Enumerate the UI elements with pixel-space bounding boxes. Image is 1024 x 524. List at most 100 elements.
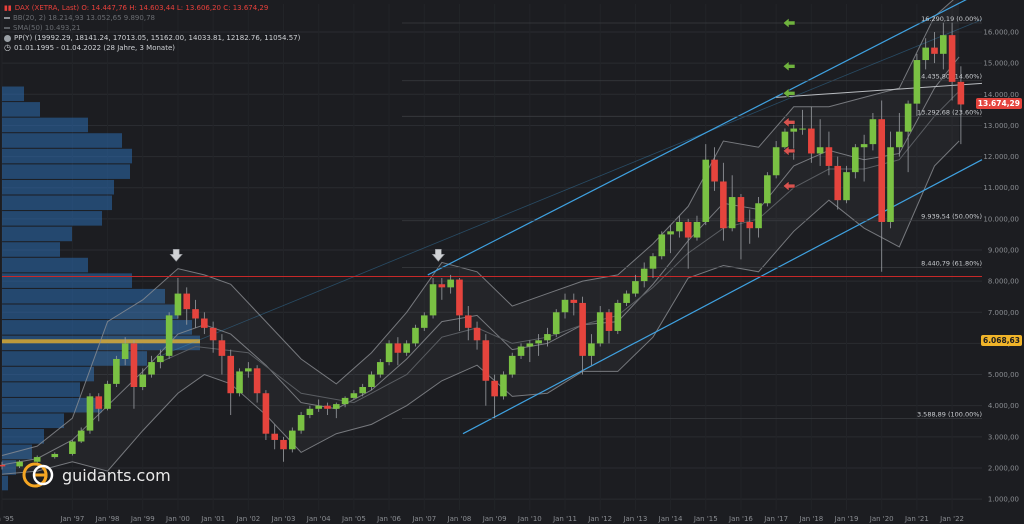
y-tick-label: 1.000,00 <box>988 496 1019 504</box>
candle-body <box>508 355 516 375</box>
red-arrow-icon <box>782 145 796 157</box>
volume-profile-bar <box>2 148 132 164</box>
candle-body <box>746 221 754 229</box>
y-tick-label: 8.000,00 <box>988 278 1019 286</box>
volume-profile-bar <box>2 164 130 179</box>
y-tick-label: 16.000,00 <box>983 29 1019 37</box>
candle-body <box>16 461 23 467</box>
candle-body <box>227 355 235 394</box>
candle-body <box>139 374 147 388</box>
x-tick-label: Jan '19 <box>834 515 859 523</box>
x-tick-label: Jan '98 <box>95 515 120 523</box>
candle-body <box>913 60 921 104</box>
y-tick-label: 13.000,00 <box>983 122 1019 130</box>
x-tick-label: Jan '09 <box>482 515 507 523</box>
candle-body <box>456 279 463 316</box>
x-tick-label: Jan '07 <box>411 515 436 523</box>
channel-mid-line <box>160 19 983 357</box>
candle-body <box>51 453 59 458</box>
candle-body <box>236 371 243 394</box>
candle-body <box>790 128 798 132</box>
trend-channel <box>160 0 983 435</box>
fib-level-label: 9.939,54 (50.00%) <box>921 213 982 221</box>
volume-profile-bar <box>2 86 24 102</box>
x-tick-label: Jan '11 <box>552 515 577 523</box>
candle-body <box>887 147 894 222</box>
volume-profile-bar <box>2 366 94 382</box>
candle-body <box>464 315 472 328</box>
candle-body <box>420 315 428 328</box>
candle-body <box>332 404 340 409</box>
x-tick-label: Jan '17 <box>763 515 788 523</box>
legend-bb-text: BB(20, 2) 18.214,93 13.052,65 9.890,78 <box>13 14 155 22</box>
y-tick-label: 7.000,00 <box>988 309 1019 317</box>
candle-body <box>394 343 402 353</box>
legend-pp-text: PP(Y) (19992.29, 18141.24, 17013.05, 151… <box>14 34 301 42</box>
candle-body <box>500 374 507 397</box>
down-arrow-icon <box>431 249 445 262</box>
x-axis: Jan '95 Jan '97 Jan '98 Jan '99 Jan '00 Jan '… <box>0 515 964 523</box>
candle-body <box>825 147 833 166</box>
candle-body <box>113 358 120 384</box>
volume-profile-bar <box>2 475 8 491</box>
candle-body <box>561 299 569 313</box>
candle-body <box>315 405 322 409</box>
green-arrow-icon <box>782 17 796 29</box>
candle-body <box>438 284 446 288</box>
candle-body <box>209 327 217 341</box>
candle-body <box>596 312 604 344</box>
candle-body <box>165 315 173 356</box>
candle-body <box>544 334 551 341</box>
candle-body <box>552 312 560 335</box>
down-arrow-icon <box>169 249 183 262</box>
candle-body <box>852 147 859 173</box>
candle-body <box>289 430 296 450</box>
candle-body <box>860 144 868 148</box>
poc-band <box>2 339 200 344</box>
x-tick-label: Jan '01 <box>200 515 225 523</box>
candle-body <box>69 441 76 454</box>
volume-profile-bar <box>2 273 132 288</box>
candle-body <box>702 159 710 222</box>
fib-level-label: 3.588,89 (100.00%) <box>917 410 982 418</box>
candle-body <box>632 281 639 294</box>
candle-body <box>948 35 956 82</box>
legend-sma-text: SMA(50) 10.493,21 <box>13 24 81 32</box>
candle-body <box>623 293 630 303</box>
candle-body <box>614 302 622 331</box>
x-tick-label: Jan '13 <box>622 515 647 523</box>
legend-row-pp: PP(Y) (19992.29, 18141.24, 17013.05, 151… <box>4 33 300 43</box>
candle-body <box>922 47 929 61</box>
volume-profile-bar <box>2 351 147 366</box>
y-tick-label: 12.000,00 <box>983 153 1019 161</box>
volume-profile-bar <box>2 211 102 226</box>
candle-body <box>350 393 358 398</box>
candle-body <box>412 327 419 344</box>
volume-profile-bar <box>2 413 64 429</box>
candle-body <box>262 393 270 434</box>
candle-body <box>834 165 842 201</box>
green-arrow-icon <box>782 87 796 99</box>
candle-body <box>491 380 498 397</box>
legend-row-range: ◷ 01.01.1995 - 01.04.2022 (28 Jahre, 3 M… <box>4 43 300 53</box>
candle-body <box>816 147 824 154</box>
x-tick-label: Jan '15 <box>693 515 718 523</box>
current-price-tag: 13.674,29 <box>975 98 1022 110</box>
y-tick-label: 14.000,00 <box>983 91 1019 99</box>
x-tick-label: Jan '22 <box>939 515 964 523</box>
y-tick-label: 4.000,00 <box>988 402 1019 410</box>
candle-body <box>640 268 648 282</box>
candle-body <box>535 340 542 344</box>
x-tick-label: Jan '12 <box>587 515 612 523</box>
x-tick-label: Jan '10 <box>517 515 542 523</box>
channel-lower-line <box>462 159 983 435</box>
volume-profile-bar <box>2 397 102 413</box>
candle-body <box>403 343 410 353</box>
volume-profile-bar <box>2 242 60 257</box>
x-tick-label: Jan '21 <box>904 515 929 523</box>
candle-body <box>517 346 525 356</box>
guidants-logo-icon <box>22 462 54 488</box>
x-tick-label: Jan '08 <box>447 515 472 523</box>
candle-body <box>192 309 199 319</box>
